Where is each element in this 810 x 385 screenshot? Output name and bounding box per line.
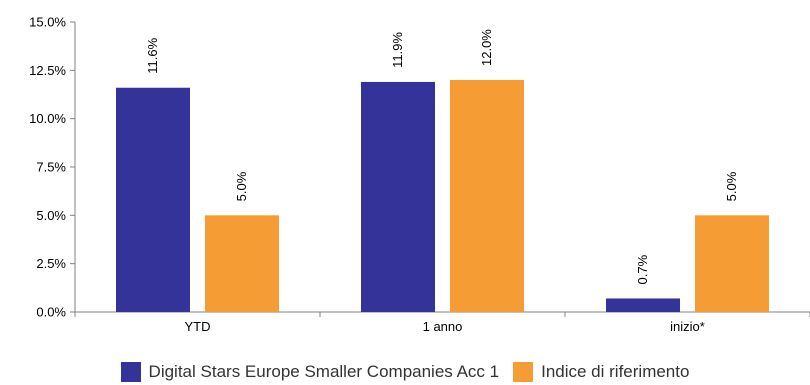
y-tick-label: 5.0% [36,208,66,223]
x-tick-label: 1 anno [423,319,463,334]
y-tick-label: 12.5% [29,63,66,78]
x-axis-ticks: YTD 1 anno inizio* [74,312,810,334]
bar-series-2 [205,215,279,312]
data-label: 11.6% [145,37,160,73]
bar-series-2 [450,80,524,312]
legend: Digital Stars Europe Smaller Companies A… [0,358,810,385]
bar-series-1 [116,87,190,312]
y-tick-label: 10.0% [29,111,66,126]
data-label: 12.0% [479,29,494,66]
bar-chart: 0.0% 2.5% 5.0% 7.5% 10.0% 12.5% 15.0% YTD 1 ann… [29,15,810,334]
data-label: 5.0% [724,171,739,201]
legend-swatch-series-1 [120,361,141,382]
bar-series-1 [361,81,435,312]
data-label: 5.0% [234,171,249,201]
legend-label-series-2: Indice di riferimento [541,361,690,381]
legend-item-series-2: Indice di riferimento [513,361,690,382]
legend-item-series-1: Digital Stars Europe Smaller Companies A… [120,361,500,382]
data-labels-group: 11.6% 5.0% 11.9% 12.0% 0.7% 5.0% [145,29,739,285]
y-tick-label: 2.5% [36,256,66,271]
y-tick-label: 15.0% [29,15,66,30]
bars-group [116,80,769,312]
x-tick-label: inizio* [670,319,705,334]
y-tick-label: 7.5% [36,160,66,175]
bar-series-1 [606,298,680,312]
legend-swatch-series-2 [513,361,534,382]
y-tick-label: 0.0% [36,305,66,320]
data-label: 0.7% [635,254,650,284]
y-axis-ticks: 0.0% 2.5% 5.0% 7.5% 10.0% 12.5% 15.0% [29,15,75,320]
bar-series-2 [695,215,769,312]
data-label: 11.9% [390,32,405,68]
x-tick-label: YTD [185,319,211,334]
legend-label-series-1: Digital Stars Europe Smaller Companies A… [148,361,500,381]
